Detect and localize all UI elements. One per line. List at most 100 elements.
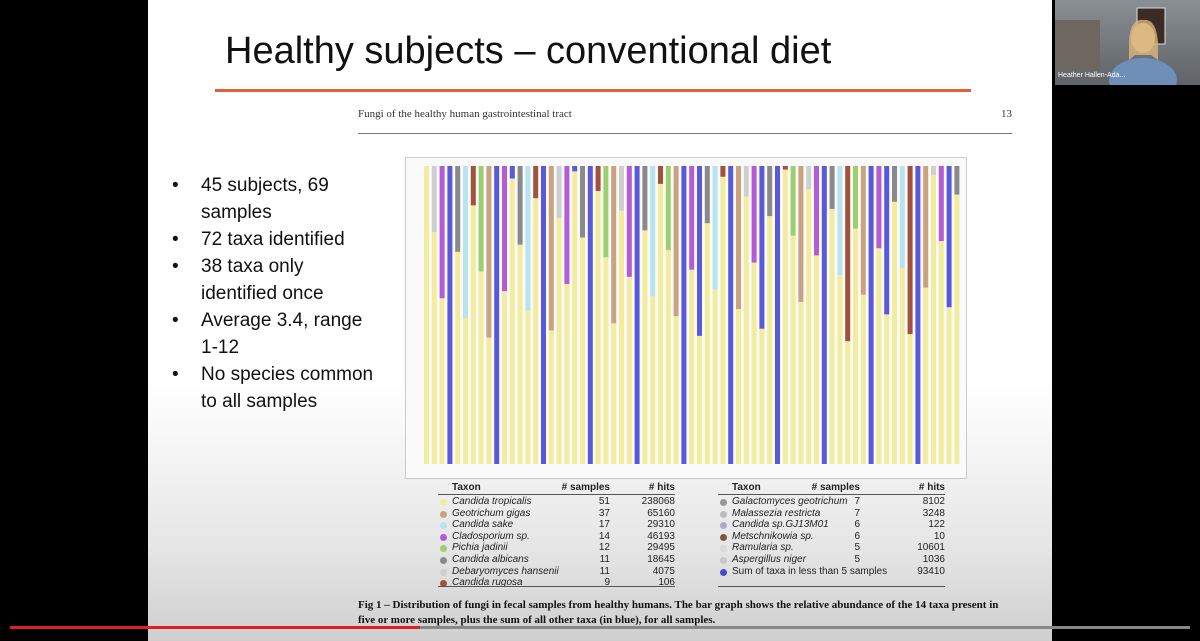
taxon-name: Malassezia restricta: [732, 507, 821, 519]
figure-image: [405, 157, 967, 479]
webcam-thumbnail: [1055, 0, 1200, 102]
figure-bar-decoration: [814, 255, 819, 464]
figure-bar-decoration: [556, 166, 562, 218]
legend-dot: [440, 522, 447, 530]
taxon-name: Sum of taxa in less than 5 samples: [732, 565, 888, 577]
figure-bar-decoration: [658, 183, 663, 464]
hit-count: 93410: [917, 565, 945, 577]
legend-dot: [720, 533, 727, 541]
taxon-name: Pichia jadinii: [452, 542, 508, 554]
legend-header: # samples: [561, 482, 610, 493]
legend-header: # hits: [648, 482, 675, 493]
figure-bar-decoration: [845, 166, 851, 342]
hit-count: 46193: [647, 530, 675, 542]
sample-count: 37: [598, 507, 610, 519]
figure-bar-decoration: [821, 166, 827, 464]
taxon-name: Debaryomyces hansenii: [452, 565, 559, 577]
bullet: No species common to all samples: [170, 361, 380, 415]
figure-bar-decoration: [463, 317, 468, 464]
slide-title: Healthy subjects – conventional diet: [225, 30, 832, 72]
legend-dot: [720, 499, 727, 506]
figure-bar-decoration: [564, 284, 570, 464]
figure-bar-decoration: [619, 210, 624, 464]
hit-count: 18645: [647, 554, 675, 565]
bullet-list: 45 subjects, 69 samples72 taxa identifie…: [170, 172, 380, 415]
figure-bar-decoration: [525, 166, 531, 311]
figure-bar-decoration: [884, 166, 890, 315]
figure-bar-decoration: [759, 328, 765, 464]
hit-count: 29310: [647, 519, 675, 531]
figure-bar-decoration: [892, 201, 897, 464]
figure-bar-decoration: [931, 174, 936, 464]
figure-bar-decoration: [533, 166, 539, 199]
figure-bar-decoration: [603, 257, 609, 464]
figure-bar-decoration: [439, 166, 445, 299]
shelf: [1055, 20, 1100, 70]
figure-bar-decoration: [806, 189, 812, 464]
legend-dot: [720, 557, 727, 564]
figure-bar-decoration: [486, 166, 492, 338]
figure-bar-decoration: [868, 166, 874, 464]
figure-bar-decoration: [720, 176, 726, 464]
figure-bar-decoration: [845, 341, 851, 464]
figure-bar-decoration: [736, 309, 741, 464]
figure-bar-decoration: [650, 296, 656, 464]
progress-played[interactable]: [10, 626, 420, 629]
hit-count: 10: [933, 530, 945, 542]
figure-bar-decoration: [548, 330, 554, 464]
bullet: 38 taxa only identified once: [170, 253, 380, 307]
figure-bar-decoration: [938, 166, 944, 242]
paper-header: Fungi of the healthy human gastrointesti…: [358, 108, 572, 120]
figure-bar-decoration: [478, 271, 484, 464]
bullet: 45 subjects, 69 samples: [170, 172, 380, 226]
figure-bar-decoration: [697, 166, 702, 336]
figure-bar-decoration: [884, 314, 890, 464]
sample-count: 12: [598, 542, 610, 554]
figure-bar-decoration: [899, 166, 905, 268]
figure-bar-decoration: [860, 294, 866, 464]
progress-remaining[interactable]: [420, 626, 1190, 629]
page-number: 13: [1001, 108, 1012, 120]
figure-bar-decoration: [424, 166, 429, 464]
legend-rule: [718, 494, 945, 495]
legend-header: Taxon: [452, 482, 481, 493]
figure-bar-decoration: [447, 166, 453, 464]
figure-bar-decoration: [837, 275, 843, 464]
legend-dot: [440, 510, 447, 518]
figure-bar-decoration: [580, 166, 585, 238]
taxon-name: Metschnikowia sp.: [732, 530, 814, 542]
figure-bar-decoration: [626, 166, 632, 277]
figure-bar-decoration: [673, 166, 679, 317]
figure-bar-decoration: [728, 166, 734, 464]
figure-bar-decoration: [611, 323, 617, 464]
legend-dot: [720, 568, 727, 576]
hit-count: 10601: [917, 542, 945, 554]
figure-bar-decoration: [954, 166, 960, 195]
figure-bar-decoration: [946, 166, 952, 308]
figure-bar-decoration: [478, 166, 484, 272]
figure-bar-decoration: [853, 166, 858, 229]
legend-dot: [440, 557, 447, 564]
legend-dot: [440, 568, 447, 576]
figure-bar-decoration: [517, 244, 523, 464]
figure-bar-decoration: [923, 166, 929, 288]
figure-bar-decoration: [611, 166, 617, 324]
taxon-name: Aspergillus niger: [732, 554, 806, 565]
figure-bar-decoration: [626, 276, 632, 464]
figure-graphic: [424, 166, 960, 465]
sample-count: 17: [598, 519, 610, 531]
sample-count: 7: [854, 507, 860, 519]
figure-bar-decoration: [798, 166, 804, 302]
figure-bar-decoration: [486, 337, 492, 464]
figure-bar-decoration: [619, 166, 624, 211]
taxon-name: Candida albicans: [452, 554, 529, 565]
figure-bar-decoration: [455, 251, 461, 464]
figure-bar-decoration: [439, 298, 445, 464]
figure-bar-decoration: [837, 166, 843, 276]
figure-bar-decoration: [829, 166, 835, 209]
figure-bar-decoration: [681, 166, 687, 464]
figure-bar-decoration: [595, 191, 601, 465]
figure-bar-decoration: [712, 166, 718, 290]
taxon-name: Candida rugosa: [452, 577, 523, 589]
